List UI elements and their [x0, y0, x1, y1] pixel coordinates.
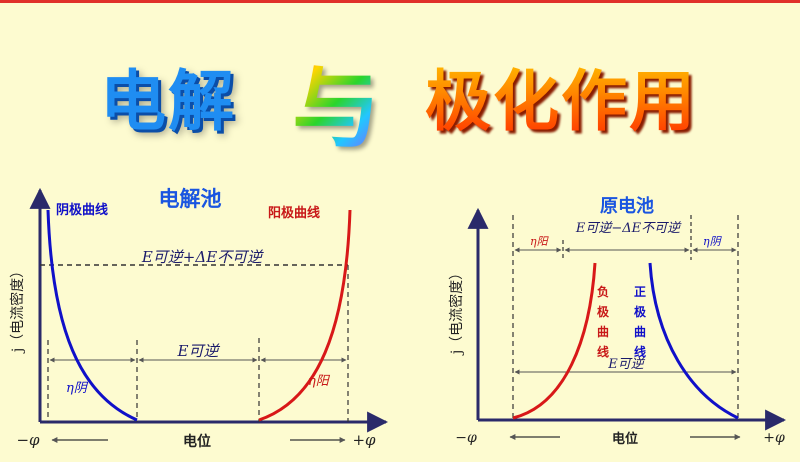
anode-curve-label: 阳极曲线 [268, 205, 320, 221]
pos-label-char: 曲 [634, 324, 646, 339]
electrolytic-cell-chart: 电解池 j（电流密度） E可逆+ΔE不可逆 E可逆 阴极曲线 阳极曲线 η阴 η… [9, 187, 389, 450]
galvanic-cell-chart: 原电池 j（电流密度） E可逆−ΔE不可逆 η阳 η阴 E可逆 负 极 曲 线 … [448, 195, 787, 447]
left-x-axis-label: 电位 [183, 433, 211, 450]
left-total-potential-label: E可逆+ΔE不可逆 [141, 248, 264, 266]
right-x-pos-label: +φ [763, 430, 785, 446]
left-y-axis-label: j（电流密度） [9, 264, 26, 354]
negative-curve-label: 负 极 曲 线 [597, 284, 610, 359]
anode-curve [258, 209, 352, 422]
page-title: 电解 与 极化作用 [0, 40, 800, 160]
title-part-electrolysis: 电解 [100, 63, 236, 140]
title-part-polarization: 极化作用 [425, 48, 697, 144]
right-y-axis-label: j（电流密度） [448, 266, 465, 356]
right-eta-left-label: η阳 [530, 235, 550, 248]
top-border-line [0, 0, 800, 3]
right-x-neg-label: −φ [455, 430, 477, 446]
cathode-curve [46, 209, 138, 422]
neg-label-char: 曲 [597, 324, 609, 339]
positive-curve-label: 正 极 曲 线 [634, 285, 647, 359]
positive-electrode-curve [648, 262, 739, 420]
neg-label-char: 极 [597, 304, 610, 319]
right-eta-right-label: η阴 [703, 235, 723, 248]
neg-label-char: 线 [597, 344, 609, 359]
left-e-rev-label: E可逆 [177, 342, 221, 360]
eta-cathode-label: η阴 [66, 381, 89, 396]
pos-label-char: 极 [634, 304, 647, 319]
negative-electrode-curve [512, 262, 597, 420]
cathode-curve-label: 阴极曲线 [56, 202, 108, 218]
left-x-neg-label: −φ [16, 431, 40, 449]
title-part-and: 与 [292, 38, 382, 165]
eta-anode-label: η阳 [308, 374, 331, 389]
right-x-axis-label: 电位 [612, 431, 638, 447]
right-e-rev-label: E可逆 [607, 357, 645, 372]
right-chart-title: 原电池 [600, 195, 654, 217]
pos-label-char: 正 [634, 285, 646, 299]
pos-label-char: 线 [634, 344, 646, 359]
left-x-pos-label: +φ [352, 431, 376, 449]
neg-label-char: 负 [597, 284, 609, 299]
left-chart-title: 电解池 [159, 187, 222, 211]
right-e-diff-label: E可逆−ΔE不可逆 [575, 221, 682, 236]
